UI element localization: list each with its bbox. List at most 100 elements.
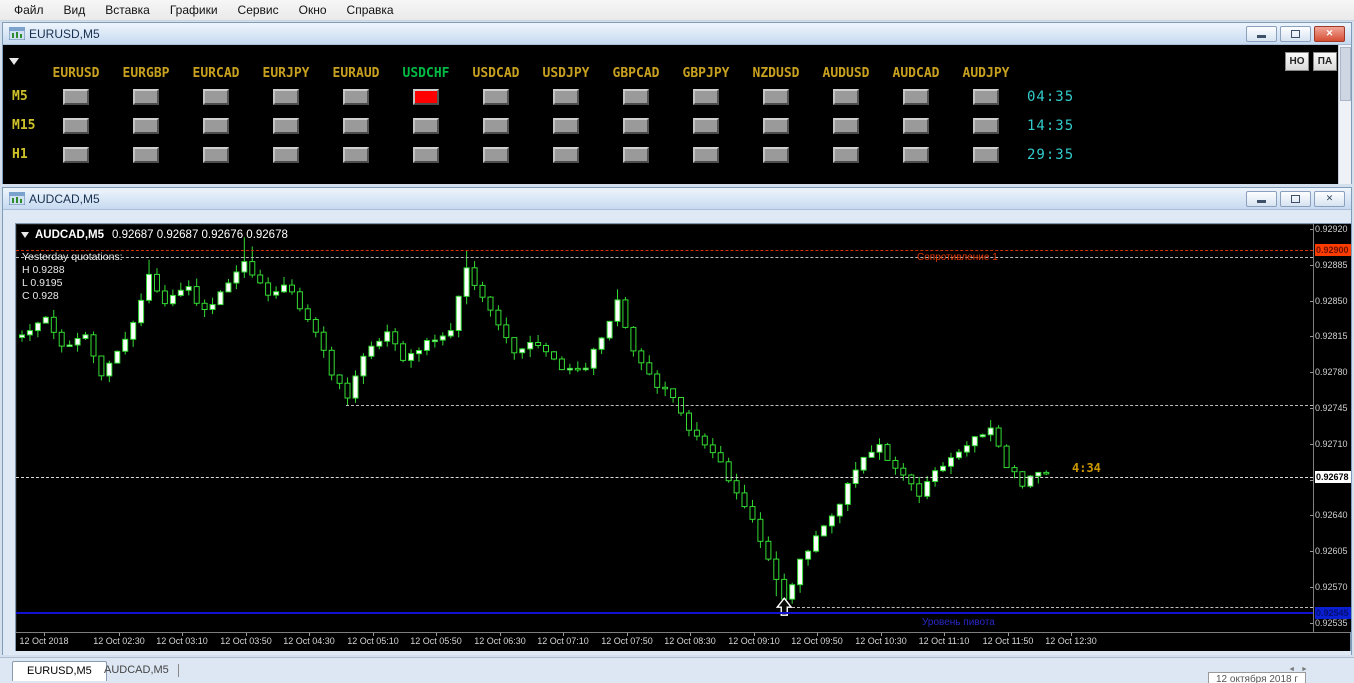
matrix-button-audcad-m15[interactable] bbox=[903, 118, 929, 134]
ho-button[interactable]: НО bbox=[1285, 52, 1309, 71]
matrix-button-eurgbp-h1[interactable] bbox=[133, 147, 159, 163]
matrix-button-euraud-h1[interactable] bbox=[343, 147, 369, 163]
pa-button[interactable]: ПА bbox=[1313, 52, 1337, 71]
pair-label-usdcad: USDCAD bbox=[472, 66, 520, 81]
matrix-button-gbpjpy-m15[interactable] bbox=[693, 118, 719, 134]
restore-button[interactable] bbox=[1280, 25, 1311, 42]
matrix-button-gbpcad-m5[interactable] bbox=[623, 89, 649, 105]
price-tag: 0.92900 bbox=[1315, 244, 1351, 256]
eurusd-window: EURUSD,M5 ✕ НО ПА EURUSD EURGBP EURCAD EURJ… bbox=[2, 22, 1352, 184]
matrix-button-audusd-h1[interactable] bbox=[833, 147, 859, 163]
matrix-button-eurusd-m5[interactable] bbox=[63, 89, 89, 105]
pair-label-usdchf: USDCHF bbox=[402, 66, 450, 81]
symbol-dropdown-icon[interactable] bbox=[21, 232, 29, 238]
scrollbar[interactable] bbox=[1338, 45, 1351, 184]
current-price-line bbox=[16, 477, 1313, 478]
tab-scroll-arrows[interactable]: ◄ ► bbox=[1288, 666, 1310, 673]
matrix-button-eurcad-m15[interactable] bbox=[203, 118, 229, 134]
chart-tab-bar: EURUSD,M5 AUDCAD,M5 ◄ ► 12 октября 2018 … bbox=[0, 657, 1354, 683]
eurusd-titlebar[interactable]: EURUSD,M5 ✕ bbox=[3, 23, 1351, 45]
matrix-button-usdchf-m15[interactable] bbox=[413, 118, 439, 134]
minimize-button[interactable] bbox=[1246, 25, 1277, 42]
time-axis-label: 12 Oct 07:50 bbox=[601, 636, 653, 646]
matrix-button-eurjpy-m5[interactable] bbox=[273, 89, 299, 105]
matrix-button-eurjpy-h1[interactable] bbox=[273, 147, 299, 163]
menu-item-1[interactable]: Файл bbox=[14, 3, 44, 17]
price-axis-label: 0.92885 bbox=[1310, 260, 1348, 270]
matrix-button-audusd-m15[interactable] bbox=[833, 118, 859, 134]
matrix-button-gbpcad-m15[interactable] bbox=[623, 118, 649, 134]
menu-item-5[interactable]: Сервис bbox=[237, 3, 279, 17]
menu-bar: Файл Вид Вставка Графики Сервис Окно Справка bbox=[0, 0, 1354, 21]
matrix-button-eurusd-m15[interactable] bbox=[63, 118, 89, 134]
matrix-button-usdjpy-m5[interactable] bbox=[553, 89, 579, 105]
time-axis-label: 12 Oct 09:50 bbox=[791, 636, 843, 646]
price-tag: 0.92545 bbox=[1315, 607, 1351, 619]
matrix-button-eurgbp-m5[interactable] bbox=[133, 89, 159, 105]
pair-label-eurcad: EURCAD bbox=[192, 66, 240, 81]
matrix-button-eurjpy-m15[interactable] bbox=[273, 118, 299, 134]
matrix-button-audjpy-m5[interactable] bbox=[973, 89, 999, 105]
time-axis-label: 12 Oct 03:50 bbox=[220, 636, 272, 646]
matrix-button-usdcad-m15[interactable] bbox=[483, 118, 509, 134]
pivot-label: Уровень пивота bbox=[922, 616, 995, 628]
price-axis-label: 0.92745 bbox=[1310, 403, 1348, 413]
tab-audcad[interactable]: AUDCAD,M5 bbox=[104, 664, 169, 676]
matrix-button-euraud-m15[interactable] bbox=[343, 118, 369, 134]
candlestick-chart bbox=[19, 237, 1050, 616]
matrix-button-usdcad-h1[interactable] bbox=[483, 147, 509, 163]
window-title: EURUSD,M5 bbox=[29, 26, 100, 41]
matrix-button-usdchf-m5[interactable] bbox=[413, 89, 439, 105]
matrix-button-nzdusd-m15[interactable] bbox=[763, 118, 789, 134]
chart-icon bbox=[8, 191, 26, 206]
matrix-button-audjpy-m15[interactable] bbox=[973, 118, 999, 134]
matrix-button-euraud-m5[interactable] bbox=[343, 89, 369, 105]
ohlc-values: 0.92687 0.92687 0.92676 0.92678 bbox=[112, 229, 288, 241]
ohlc-symbol: AUDCAD,M5 bbox=[35, 229, 104, 241]
time-axis-label: 12 Oct 04:30 bbox=[283, 636, 335, 646]
pair-label-usdjpy: USDJPY bbox=[542, 66, 590, 81]
tab-eurusd[interactable]: EURUSD,M5 bbox=[12, 661, 107, 681]
time-axis-label: 12 Oct 03:10 bbox=[156, 636, 208, 646]
time-axis-label: 12 Oct 10:30 bbox=[855, 636, 907, 646]
matrix-button-eurcad-h1[interactable] bbox=[203, 147, 229, 163]
matrix-button-audcad-m5[interactable] bbox=[903, 89, 929, 105]
minimize-button[interactable] bbox=[1246, 190, 1277, 207]
matrix-button-eurusd-h1[interactable] bbox=[63, 147, 89, 163]
audcad-titlebar[interactable]: AUDCAD,M5 ✕ bbox=[3, 188, 1351, 210]
price-axis-label: 0.92850 bbox=[1310, 296, 1348, 306]
yesterday-quotations: Yesterday quotations: H 0.9288 L 0.9195 … bbox=[22, 251, 123, 302]
matrix-button-audjpy-h1[interactable] bbox=[973, 147, 999, 163]
menu-item-2[interactable]: Вид bbox=[63, 3, 86, 17]
matrix-button-nzdusd-h1[interactable] bbox=[763, 147, 789, 163]
restore-button[interactable] bbox=[1280, 190, 1311, 207]
resistance-line bbox=[16, 250, 1313, 251]
chart-plot-area[interactable]: AUDCAD,M5 0.92687 0.92687 0.92676 0.92678… bbox=[15, 223, 1351, 651]
menu-item-6[interactable]: Окно bbox=[298, 3, 327, 17]
matrix-button-eurcad-m5[interactable] bbox=[203, 89, 229, 105]
date-tooltip: 12 октября 2018 г bbox=[1208, 672, 1306, 683]
pair-label-nzdusd: NZDUSD bbox=[752, 66, 800, 81]
pivot-minor-line bbox=[792, 607, 1313, 608]
time-axis: 12 Oct 2018 12 Oct 02:30 12 Oct 03:10 12 Oc… bbox=[16, 632, 1350, 651]
matrix-button-nzdusd-m5[interactable] bbox=[763, 89, 789, 105]
matrix-button-usdchf-h1[interactable] bbox=[413, 147, 439, 163]
matrix-button-usdjpy-h1[interactable] bbox=[553, 147, 579, 163]
matrix-button-gbpcad-h1[interactable] bbox=[623, 147, 649, 163]
matrix-button-usdcad-m5[interactable] bbox=[483, 89, 509, 105]
matrix-button-gbpjpy-m5[interactable] bbox=[693, 89, 719, 105]
bar-countdown: 4:34 bbox=[1072, 460, 1101, 475]
matrix-button-gbpjpy-h1[interactable] bbox=[693, 147, 719, 163]
dropdown-arrow-icon[interactable] bbox=[9, 58, 19, 65]
matrix-button-eurgbp-m15[interactable] bbox=[133, 118, 159, 134]
close-button[interactable]: ✕ bbox=[1314, 25, 1345, 42]
time-axis-label: 12 Oct 11:10 bbox=[918, 636, 970, 646]
matrix-button-usdjpy-m15[interactable] bbox=[553, 118, 579, 134]
menu-item-3[interactable]: Вставка bbox=[105, 3, 150, 17]
matrix-button-audusd-m5[interactable] bbox=[833, 89, 859, 105]
menu-item-4[interactable]: Графики bbox=[169, 3, 218, 17]
close-button[interactable]: ✕ bbox=[1314, 190, 1345, 207]
menu-item-7[interactable]: Справка bbox=[346, 3, 394, 17]
matrix-button-audcad-h1[interactable] bbox=[903, 147, 929, 163]
